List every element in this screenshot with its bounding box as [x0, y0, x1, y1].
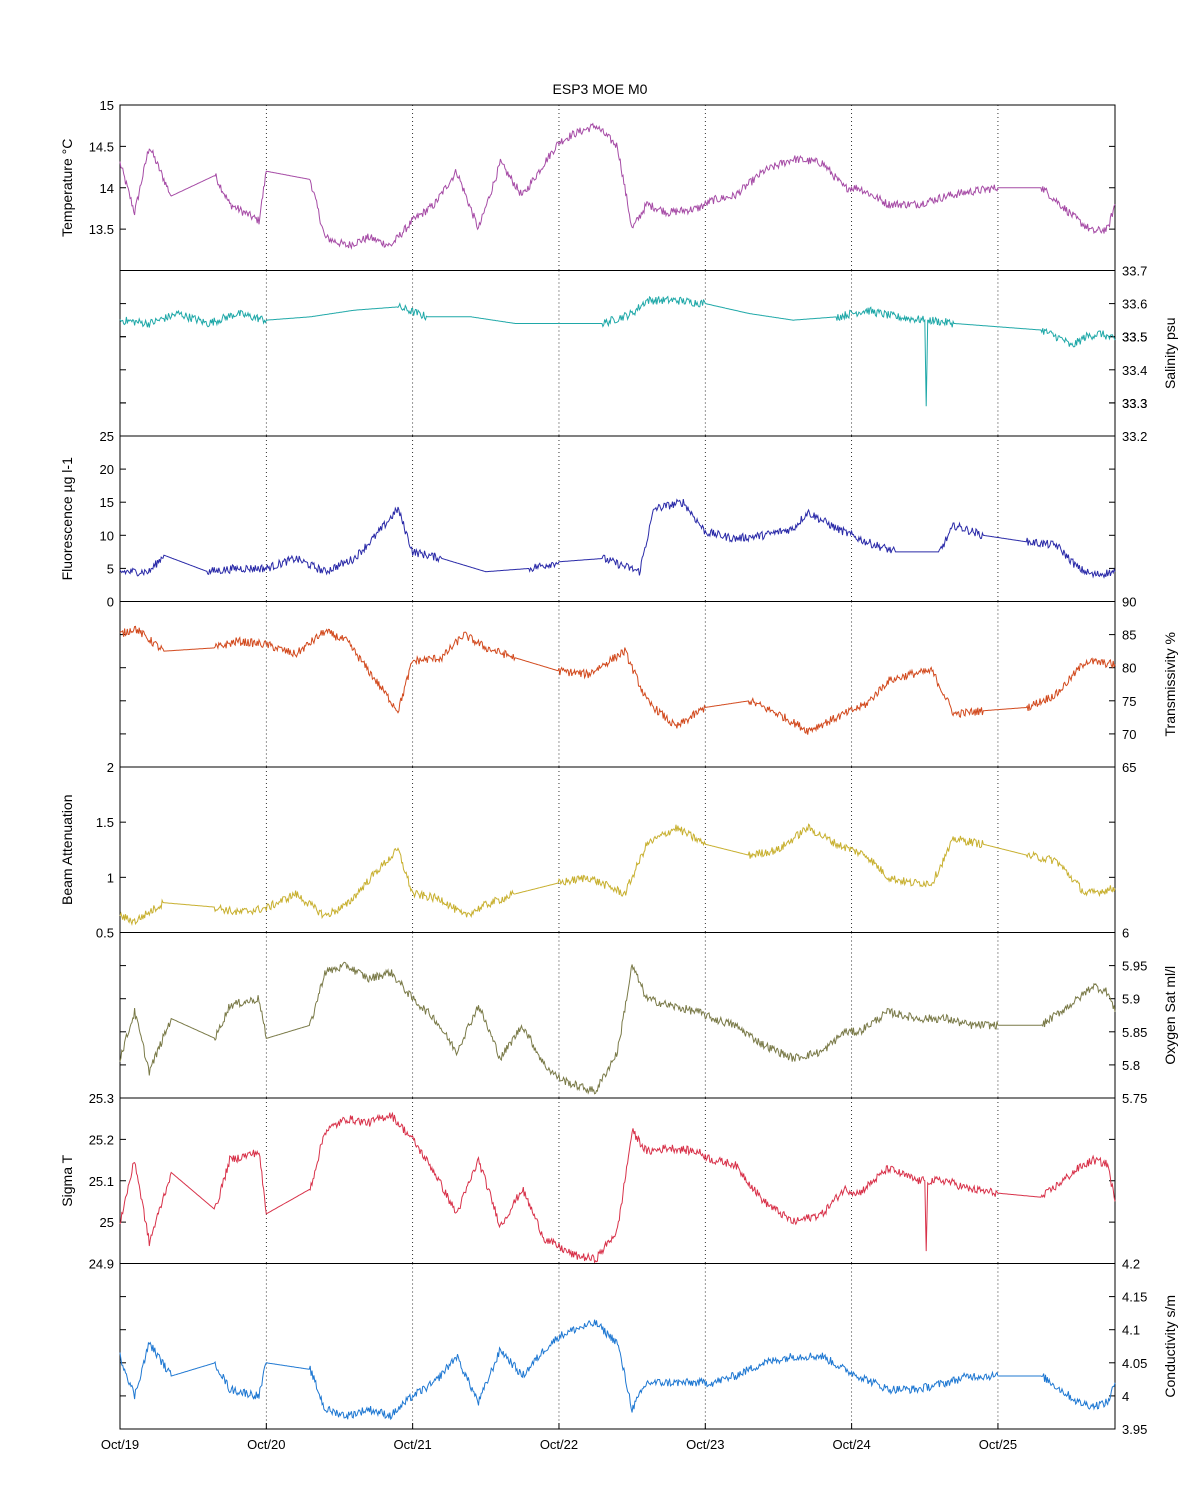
series-line-oxygen_sat	[119, 961, 1116, 1095]
panel-salinity: 33.233.333.333.433.533.533.633.7Salinity…	[119, 264, 1178, 444]
y-tick-label: 33.5	[1122, 330, 1147, 345]
y-tick-label: 20	[100, 462, 114, 477]
y-tick-label: 0	[107, 595, 114, 610]
x-tick-label: Oct/24	[832, 1437, 870, 1452]
y-tick-label: 75	[1122, 694, 1136, 709]
y-tick-label: 15	[100, 495, 114, 510]
y-tick-label: 80	[1122, 661, 1136, 676]
y-tick-label: 33.2	[1122, 429, 1147, 444]
y-tick-label: 65	[1122, 760, 1136, 775]
panel-conductivity: 3.95 4 4.05 4.1 4.15 4.2 Conductivity s/m	[119, 1257, 1178, 1437]
series-line-fluorescence	[119, 498, 1116, 579]
y-tick-label: 25.2	[89, 1132, 114, 1147]
y-tick-label: 5	[107, 561, 114, 576]
y-tick-label: 5.95	[1122, 959, 1147, 974]
y-tick-label: 33.6	[1122, 297, 1147, 312]
series-line-beam_attenuation	[119, 823, 1116, 926]
y-tick-label: 90	[1122, 595, 1136, 610]
axis-title-transmissivity: Transmissivity %	[1162, 632, 1178, 737]
y-tick-label: 24.9	[89, 1257, 114, 1272]
y-tick-label: 0.5	[96, 926, 114, 941]
panel-transmissivity: 65 70 75 80 85 90 Transmissivity %	[119, 595, 1178, 775]
y-tick-label: 1.5	[96, 815, 114, 830]
y-tick-label: 2	[107, 760, 114, 775]
panel-frame-conductivity	[119, 1263, 1116, 1430]
y-tick-label: 33.3	[1122, 396, 1147, 411]
y-tick-label: 5.8	[1122, 1058, 1140, 1073]
y-tick-label: 14.5	[89, 139, 114, 154]
y-tick-label: 25	[100, 1215, 114, 1230]
series-line-transmissivity	[119, 625, 1116, 735]
axis-title-fluorescence: Fluorescence µg l-1	[59, 457, 75, 580]
y-tick-label: 1	[107, 870, 114, 885]
y-tick-label: 5.75	[1122, 1091, 1147, 1106]
series-line-salinity	[119, 295, 1116, 407]
panel-beam_attenuation: 0.5 1 1.5 2 Beam Attenuation	[59, 760, 1116, 941]
y-tick-label: 33.4	[1122, 363, 1147, 378]
x-tick-label: Oct/22	[540, 1437, 578, 1452]
y-tick-label: 4.15	[1122, 1290, 1147, 1305]
panel-fluorescence: 0 5 10 15 20 25 Fluorescence µg l-1	[59, 429, 1116, 610]
y-tick-label: 15	[100, 98, 114, 113]
y-tick-label: 6	[1122, 926, 1129, 941]
axis-title-temperature: Temperature °C	[59, 139, 75, 237]
axis-title-beam_attenuation: Beam Attenuation	[59, 794, 75, 905]
y-tick-label: 5.9	[1122, 992, 1140, 1007]
series-line-temperature	[119, 122, 1116, 250]
y-tick-label: 13.5	[89, 222, 114, 237]
y-tick-label: 33.5	[1122, 330, 1147, 345]
y-tick-label: 25.3	[89, 1091, 114, 1106]
x-tick-label: Oct/25	[979, 1437, 1017, 1452]
series-line-sigma_t	[119, 1111, 1116, 1264]
y-tick-label: 85	[1122, 628, 1136, 643]
x-tick-label: Oct/19	[101, 1437, 139, 1452]
y-tick-label: 25	[100, 429, 114, 444]
figure-title: ESP3 MOE M0	[553, 81, 648, 97]
y-tick-label: 33.3	[1122, 396, 1147, 411]
x-tick-label: Oct/21	[393, 1437, 431, 1452]
axis-title-oxygen_sat: Oxygen Sat ml/l	[1162, 966, 1178, 1065]
x-tick-label: Oct/23	[686, 1437, 724, 1452]
y-tick-label: 4.05	[1122, 1356, 1147, 1371]
y-tick-label: 5.85	[1122, 1025, 1147, 1040]
y-tick-label: 10	[100, 528, 114, 543]
y-tick-label: 4	[1122, 1389, 1129, 1404]
y-tick-label: 33.7	[1122, 264, 1147, 279]
y-tick-label: 4.2	[1122, 1257, 1140, 1272]
y-tick-label: 25.1	[89, 1174, 114, 1189]
series-line-conductivity	[119, 1319, 1116, 1421]
axis-title-salinity: Salinity psu	[1162, 317, 1178, 389]
y-tick-label: 4.1	[1122, 1323, 1140, 1338]
y-tick-label: 14	[100, 181, 114, 196]
y-tick-label: 3.95	[1122, 1422, 1147, 1437]
axis-title-conductivity: Conductivity s/m	[1162, 1295, 1178, 1398]
x-tick-label: Oct/20	[247, 1437, 285, 1452]
axis-title-sigma_t: Sigma T	[59, 1154, 75, 1206]
y-tick-label: 70	[1122, 727, 1136, 742]
